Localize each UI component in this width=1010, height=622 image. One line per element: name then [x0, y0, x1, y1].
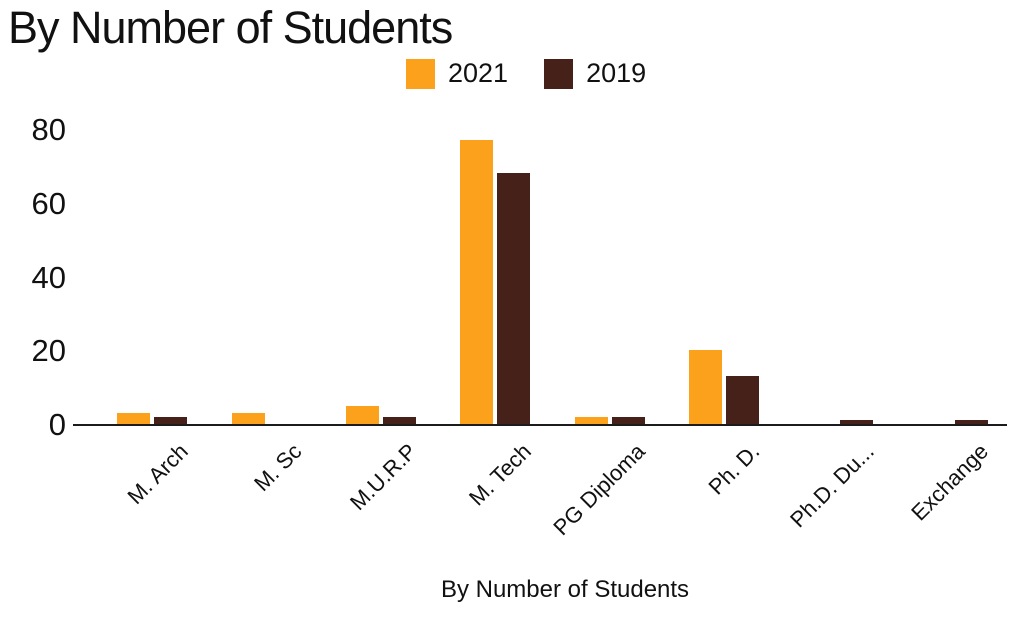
bar-2021: [117, 412, 151, 424]
y-axis: 0 20 40 60 80: [0, 114, 66, 441]
bar-2021: [574, 416, 608, 424]
category-band: Ph. D.: [667, 118, 781, 499]
bar-pair: [460, 140, 531, 424]
x-axis-line: [73, 424, 1007, 426]
bar-2019: [726, 376, 760, 424]
legend-swatch-icon: [544, 58, 574, 89]
bar-2021: [231, 412, 265, 424]
bar-pair: [231, 412, 302, 424]
bar-2021: [460, 140, 494, 424]
bar-pair: [803, 420, 874, 424]
x-tick-label: M. Sc: [249, 438, 307, 497]
bar-2019: [154, 416, 188, 424]
x-tick-label: Exchange: [906, 438, 994, 526]
legend-label: 2021: [448, 58, 509, 88]
x-tick-label: M.U.R.P: [344, 438, 422, 516]
x-tick-label: PG Diploma: [548, 438, 650, 541]
y-tick-label: 60: [31, 185, 66, 221]
bar-2019: [954, 420, 988, 424]
legend-swatch-icon: [406, 58, 435, 89]
legend-item-2021: 2021: [406, 58, 508, 89]
bar-2021: [345, 405, 379, 424]
bar-pair: [117, 412, 188, 424]
category-band: Ph.D. Du...: [781, 118, 895, 532]
x-tick-label: Ph.D. Du...: [784, 438, 879, 533]
bar-pair: [918, 420, 988, 424]
legend-label: 2019: [586, 58, 647, 88]
bar-pair: [689, 350, 760, 424]
chart-title: By Number of Students: [8, 2, 453, 53]
bar-2019: [497, 173, 531, 424]
x-tick-label: M. Arch: [122, 438, 193, 509]
bar-2019: [611, 416, 645, 424]
x-tick-label: Ph. D.: [703, 438, 765, 500]
category-band: M. Tech: [438, 118, 552, 510]
y-tick-label: 20: [31, 333, 66, 369]
y-tick-label: 80: [31, 112, 66, 147]
legend-item-2019: 2019: [544, 58, 646, 89]
bar-pair: [574, 416, 645, 424]
category-band: M. Sc: [209, 118, 323, 496]
category-band: M. Arch: [95, 118, 209, 509]
bar-2019: [840, 420, 874, 424]
legend: 2021 2019: [406, 58, 646, 89]
category-band: Exchange: [896, 118, 1010, 525]
bar-pair: [345, 405, 416, 424]
bar-2019: [382, 416, 416, 424]
plot-area: M. Arch M. Sc M.U.R.P M. Tech PG Diploma Ph. …: [95, 118, 1010, 540]
x-axis-title: By Number of Students: [440, 576, 690, 603]
bar-2021: [689, 350, 723, 424]
category-band: M.U.R.P: [324, 118, 438, 515]
y-tick-label: 0: [48, 407, 66, 442]
x-tick-label: M. Tech: [463, 438, 536, 511]
category-band: PG Diploma: [548, 118, 667, 540]
y-tick-label: 40: [31, 259, 66, 295]
